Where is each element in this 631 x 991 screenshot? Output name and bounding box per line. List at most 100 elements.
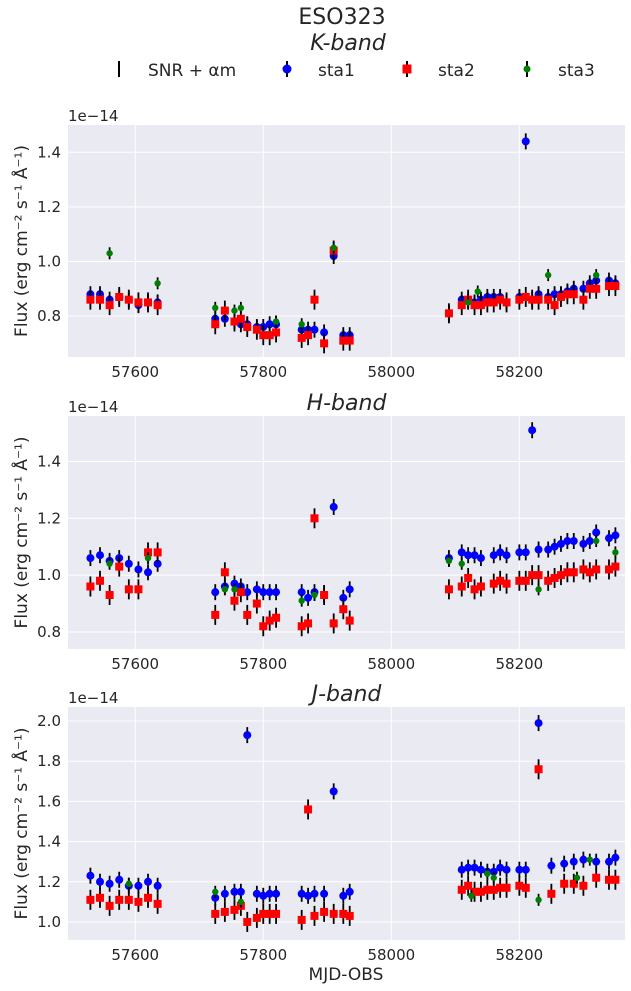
legend-label-sta2: sta2 [438, 61, 475, 81]
data-point-sta2 [476, 582, 485, 591]
data-point-sta2 [153, 899, 162, 908]
offset-label: 1e−14 [68, 398, 118, 416]
series-sta3 [125, 853, 593, 908]
data-point-sta2 [339, 605, 348, 614]
data-point-sta3 [330, 244, 337, 252]
data-point-sta2 [563, 568, 572, 577]
data-point-sta1 [329, 787, 338, 796]
data-point-sta1 [230, 887, 239, 896]
data-point-sta2 [611, 282, 620, 291]
plot-area-j [68, 707, 625, 940]
data-point-sta2 [310, 911, 319, 920]
data-point-sta3 [154, 280, 161, 287]
data-point-sta2 [521, 883, 530, 892]
data-point-sta1 [297, 889, 306, 898]
data-point-sta2 [534, 765, 543, 774]
data-point-sta2 [105, 591, 114, 600]
series-sta2 [86, 508, 620, 637]
data-point-sta2 [604, 282, 613, 291]
data-point-sta2 [464, 881, 473, 890]
panel-h: 57600 57800 58000 58200 0.8 1.0 1.2 1.4 1e−14 Flu… [10, 391, 625, 673]
data-point-sta2 [310, 295, 319, 304]
data-point-sta2 [476, 301, 485, 310]
data-point-sta1 [86, 871, 95, 880]
panel-title: H-band [307, 391, 388, 416]
data-point-sta2 [556, 571, 565, 580]
legend-item-sta1: sta1 [282, 61, 355, 81]
data-point-sta1 [297, 588, 306, 597]
data-point-sta1 [611, 531, 620, 540]
data-point-sta2 [310, 514, 319, 523]
data-point-sta2 [259, 331, 268, 340]
data-point-sta2 [86, 895, 95, 904]
data-point-sta2 [544, 295, 553, 304]
data-point-sta2 [611, 562, 620, 571]
data-point-sta1 [236, 887, 245, 896]
data-point-sta1 [310, 889, 319, 898]
x-tick-label: 57800 [239, 946, 287, 964]
x-tick-label: 57600 [111, 363, 159, 381]
y-axis-label: Flux (erg cm⁻² s⁻¹ Å⁻¹) [10, 437, 32, 629]
data-point-sta2 [496, 576, 505, 585]
data-point-sta2 [252, 599, 261, 608]
data-point-sta3 [272, 318, 280, 325]
series-sta3 [106, 241, 600, 331]
data-point-sta1 [124, 559, 133, 568]
data-point-sta2 [457, 301, 466, 310]
data-point-sta2 [476, 887, 485, 896]
legend-item-snr: SNR + αm [118, 61, 236, 81]
data-point-sta2 [220, 907, 229, 916]
data-point-sta2 [483, 885, 492, 894]
data-point-sta1 [272, 588, 281, 597]
data-point-sta3 [573, 874, 581, 881]
data-point-sta2 [579, 565, 588, 574]
data-point-sta2 [252, 325, 261, 334]
data-point-sta3 [106, 250, 113, 257]
y-axis-label: Flux (erg cm⁻² s⁻¹ Å⁻¹) [10, 728, 32, 920]
y-axis-label: Flux (erg cm⁻² s⁻¹ Å⁻¹) [10, 145, 32, 337]
data-point-sta2 [579, 295, 588, 304]
data-point-sta2 [585, 568, 594, 577]
data-point-sta2 [560, 879, 569, 888]
y-tick-label: 1.4 [37, 452, 61, 470]
data-point-sta2 [272, 328, 281, 337]
y-tick-label: 1.2 [37, 509, 61, 527]
data-point-sta1 [579, 284, 588, 293]
x-axis-label: MJD-OBS [309, 965, 384, 985]
data-point-sta1 [272, 889, 281, 898]
series-sta3 [106, 535, 619, 607]
data-point-sta2 [236, 588, 245, 597]
data-point-sta2 [592, 873, 601, 882]
data-point-sta3 [298, 597, 305, 604]
data-point-sta2 [124, 585, 133, 594]
legend: SNR + αm sta1 sta2 sta3 [118, 61, 595, 81]
y-tick-label: 1.4 [37, 833, 61, 851]
data-point-sta2 [220, 306, 229, 315]
data-point-sta1 [547, 861, 556, 870]
data-point-sta1 [265, 588, 274, 597]
data-point-sta1 [134, 881, 143, 890]
data-point-sta3 [612, 549, 619, 556]
data-point-sta3 [298, 321, 305, 328]
y-tick-label: 1.0 [37, 566, 61, 584]
data-point-sta3 [464, 299, 472, 306]
data-point-sta2 [592, 565, 601, 574]
data-point-sta2 [86, 582, 95, 591]
data-point-sta3 [212, 304, 219, 312]
x-tick-label: 58200 [496, 363, 544, 381]
x-tick-label: 57600 [111, 946, 159, 964]
data-point-sta2 [115, 895, 124, 904]
data-point-sta2 [329, 909, 338, 918]
legend-item-sta3: sta3 [523, 61, 595, 81]
figure-title: ESO323 [298, 5, 385, 30]
x-tick-label: 58200 [496, 655, 544, 673]
data-point-sta3 [231, 586, 238, 593]
data-point-sta1 [457, 865, 466, 874]
data-point-sta2 [134, 897, 143, 906]
data-point-sta2 [153, 548, 162, 557]
data-point-sta1 [534, 545, 543, 554]
data-point-sta2 [470, 585, 479, 594]
data-point-sta2 [611, 875, 620, 884]
y-tick-label: 1.4 [37, 143, 61, 161]
data-point-sta3 [237, 304, 245, 312]
